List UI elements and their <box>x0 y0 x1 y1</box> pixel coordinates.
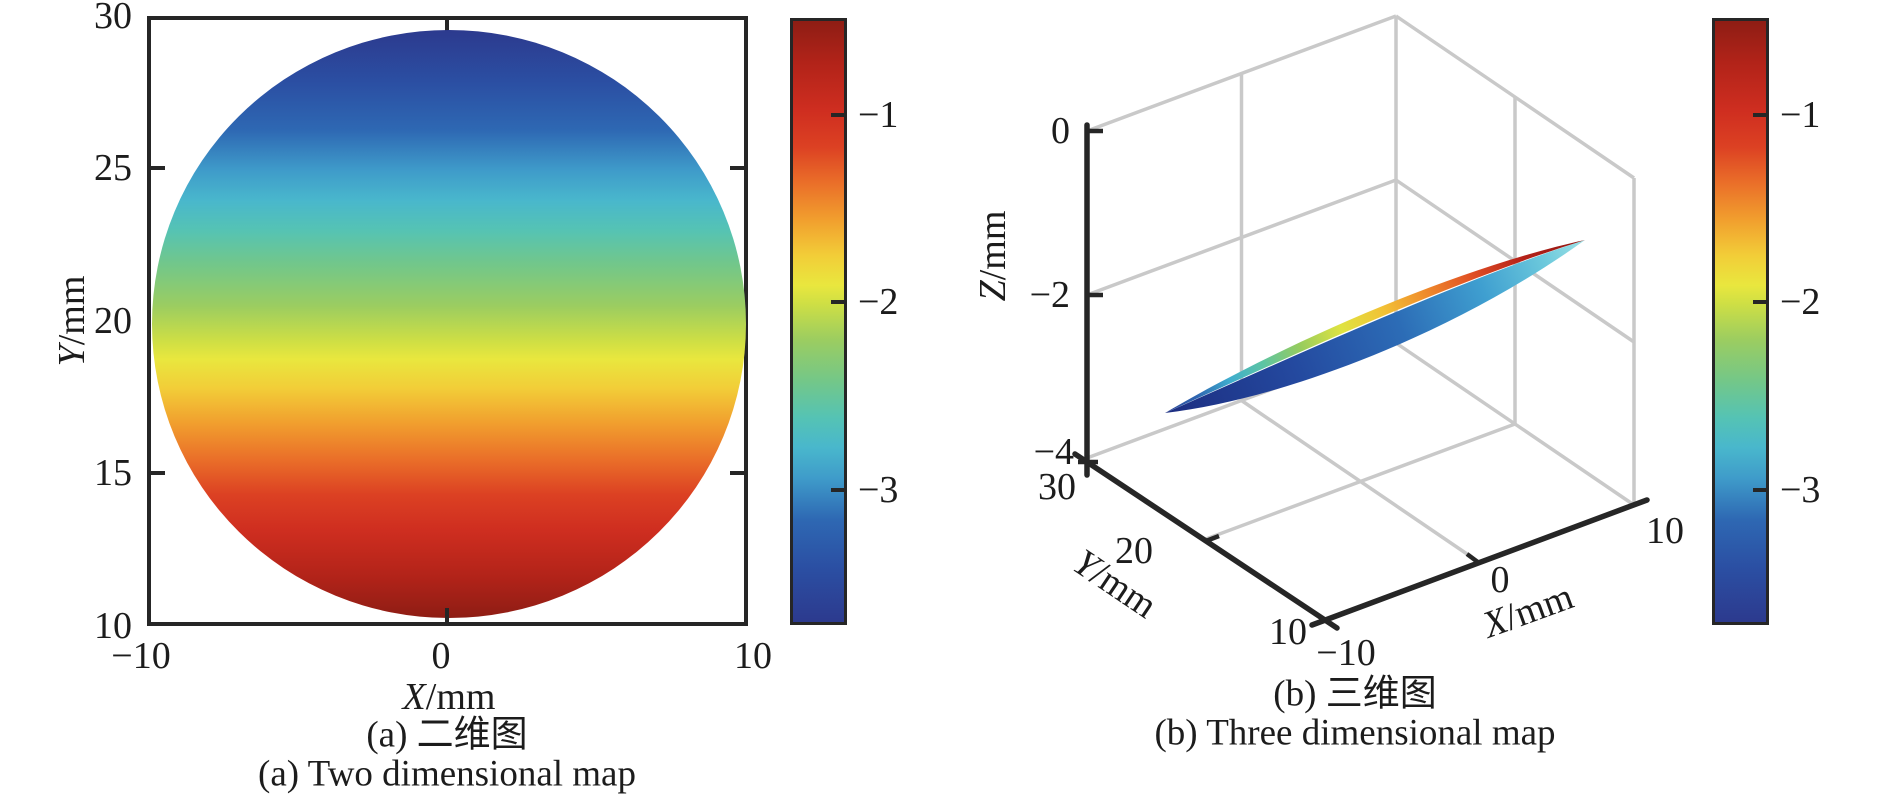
colorbar-tick-label: −3 <box>1780 469 1821 511</box>
y-tick-label-3d: 20 <box>1115 530 1153 572</box>
panel-a-heatmap-disc <box>152 30 746 618</box>
x-tick-label-3d: −10 <box>1316 632 1376 674</box>
x-tick-mark-0-bottom <box>445 608 449 622</box>
panel-a-x-axis-label: X/mm <box>402 676 496 718</box>
y-tick-label-3d: 30 <box>1038 466 1076 508</box>
y-tick-mark-25-right <box>730 166 744 170</box>
colorbar-tick-label: −2 <box>1780 281 1821 323</box>
colorbar-tick-mark <box>831 300 844 304</box>
colorbar-tick-label: −2 <box>858 281 899 323</box>
z-tick-label: −4 <box>1033 431 1074 473</box>
panel-b-3d-plot <box>1072 14 1650 631</box>
panel-a-caption-en: (a) Two dimensional map <box>258 753 636 794</box>
panel-a-y-axis-label: Y/mm <box>51 275 93 367</box>
y-tick-label: 10 <box>94 605 132 647</box>
x-tick-label-3d: 0 <box>1490 559 1510 601</box>
colorbar-tick-mark <box>1753 113 1766 117</box>
colorbar-tick-mark <box>831 113 844 117</box>
y-tick-label-3d: 10 <box>1269 611 1307 653</box>
x-tick-label: 10 <box>734 635 772 677</box>
z-tick-label: −2 <box>1029 274 1070 316</box>
colorbar-tick-label: −3 <box>858 469 899 511</box>
colorbar-tick-label: −1 <box>1780 94 1821 136</box>
3d-surface-underside <box>1165 240 1585 413</box>
y-tick-mark-25 <box>151 166 165 170</box>
3d-axes <box>1072 122 1650 631</box>
y-tick-label: 30 <box>94 0 132 37</box>
panel-b-caption-en: (b) Three dimensional map <box>1154 712 1556 754</box>
y-tick-mark-15 <box>151 471 165 475</box>
colorbar-tick-label: −1 <box>858 94 899 136</box>
y-tick-label: 15 <box>94 452 132 494</box>
colorbar-tick-mark <box>1753 300 1766 304</box>
colorbar-tick-mark <box>831 488 844 492</box>
colorbar-tick-mark <box>1753 488 1766 492</box>
panel-b-z-axis-label: Z/mm <box>972 210 1014 302</box>
3d-grid-lines <box>1086 14 1636 564</box>
x-tick-mark-0-top <box>445 20 449 34</box>
x-tick-label-3d: 10 <box>1646 510 1684 552</box>
x-tick-label: −10 <box>111 635 171 677</box>
y-tick-mark-15-right <box>730 471 744 475</box>
panel-b-colorbar <box>1712 18 1769 625</box>
panel-a-caption-zh: (a) 二维图 <box>366 714 528 756</box>
panel-a-colorbar <box>790 18 847 625</box>
y-tick-label: 25 <box>94 147 132 189</box>
z-tick-label: 0 <box>1051 110 1070 152</box>
y-tick-label: 20 <box>94 300 132 342</box>
x-tick-label: 0 <box>431 635 451 677</box>
panel-b-caption-zh: (b) 三维图 <box>1273 673 1437 715</box>
3d-tick-marks <box>1078 128 1481 565</box>
